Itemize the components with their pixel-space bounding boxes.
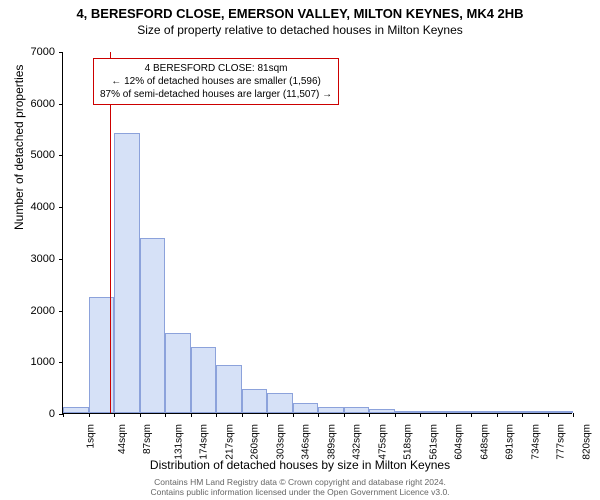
ytick-label: 0	[15, 408, 55, 420]
histogram-bar	[446, 411, 472, 413]
histogram-bar	[216, 365, 242, 413]
bars-container	[63, 52, 572, 413]
xtick-mark	[63, 413, 64, 417]
ytick-mark	[59, 52, 63, 53]
xtick-mark	[140, 413, 141, 417]
xtick-mark	[522, 413, 523, 417]
ytick-label: 3000	[15, 253, 55, 265]
ytick-label: 4000	[15, 201, 55, 213]
histogram-bar	[522, 411, 548, 413]
annotation-line3: 87% of semi-detached houses are larger (…	[100, 88, 332, 101]
xtick-mark	[395, 413, 396, 417]
histogram-bar	[165, 333, 191, 413]
xtick-mark	[216, 413, 217, 417]
ytick-mark	[59, 259, 63, 260]
xtick-mark	[293, 413, 294, 417]
histogram-bar	[369, 409, 395, 413]
ytick-mark	[59, 104, 63, 105]
ytick-mark	[59, 207, 63, 208]
chart-area: 4 BERESFORD CLOSE: 81sqm ← 12% of detach…	[62, 52, 572, 414]
annotation-line1: 4 BERESFORD CLOSE: 81sqm	[100, 62, 332, 75]
histogram-bar	[497, 411, 523, 413]
title-address: 4, BERESFORD CLOSE, EMERSON VALLEY, MILT…	[0, 6, 600, 21]
histogram-bar	[471, 411, 497, 413]
xtick-mark	[497, 413, 498, 417]
ytick-label: 2000	[15, 305, 55, 317]
histogram-bar	[420, 411, 446, 413]
ytick-mark	[59, 155, 63, 156]
histogram-bar	[140, 238, 166, 413]
highlight-line	[110, 52, 111, 413]
ytick-mark	[59, 311, 63, 312]
histogram-bar	[548, 411, 574, 413]
histogram-bar	[63, 407, 89, 413]
histogram-bar	[114, 133, 140, 413]
annotation-box: 4 BERESFORD CLOSE: 81sqm ← 12% of detach…	[93, 58, 339, 105]
annotation-line2: ← 12% of detached houses are smaller (1,…	[100, 75, 332, 88]
ytick-mark	[59, 362, 63, 363]
histogram-bar	[344, 407, 370, 413]
xtick-mark	[446, 413, 447, 417]
ytick-label: 6000	[15, 98, 55, 110]
histogram-bar	[242, 389, 268, 413]
xtick-mark	[573, 413, 574, 417]
xtick-mark	[369, 413, 370, 417]
xtick-mark	[267, 413, 268, 417]
xtick-mark	[89, 413, 90, 417]
xtick-mark	[191, 413, 192, 417]
xtick-mark	[420, 413, 421, 417]
xtick-mark	[548, 413, 549, 417]
xtick-mark	[114, 413, 115, 417]
chart-title-block: 4, BERESFORD CLOSE, EMERSON VALLEY, MILT…	[0, 0, 600, 37]
footer-line2: Contains public information licensed und…	[0, 487, 600, 498]
xtick-mark	[344, 413, 345, 417]
histogram-bar	[267, 393, 293, 413]
x-axis-label: Distribution of detached houses by size …	[0, 458, 600, 472]
xtick-mark	[242, 413, 243, 417]
title-subtitle: Size of property relative to detached ho…	[0, 23, 600, 37]
plot-region: 4 BERESFORD CLOSE: 81sqm ← 12% of detach…	[62, 52, 572, 414]
footer-line1: Contains HM Land Registry data © Crown c…	[0, 477, 600, 488]
histogram-bar	[395, 411, 421, 413]
histogram-bar	[293, 403, 319, 413]
xtick-mark	[318, 413, 319, 417]
histogram-bar	[318, 407, 344, 413]
histogram-bar	[191, 347, 217, 413]
footer-attribution: Contains HM Land Registry data © Crown c…	[0, 477, 600, 498]
ytick-label: 1000	[15, 356, 55, 368]
ytick-label: 5000	[15, 149, 55, 161]
ytick-label: 7000	[15, 46, 55, 58]
xtick-mark	[165, 413, 166, 417]
xtick-mark	[471, 413, 472, 417]
